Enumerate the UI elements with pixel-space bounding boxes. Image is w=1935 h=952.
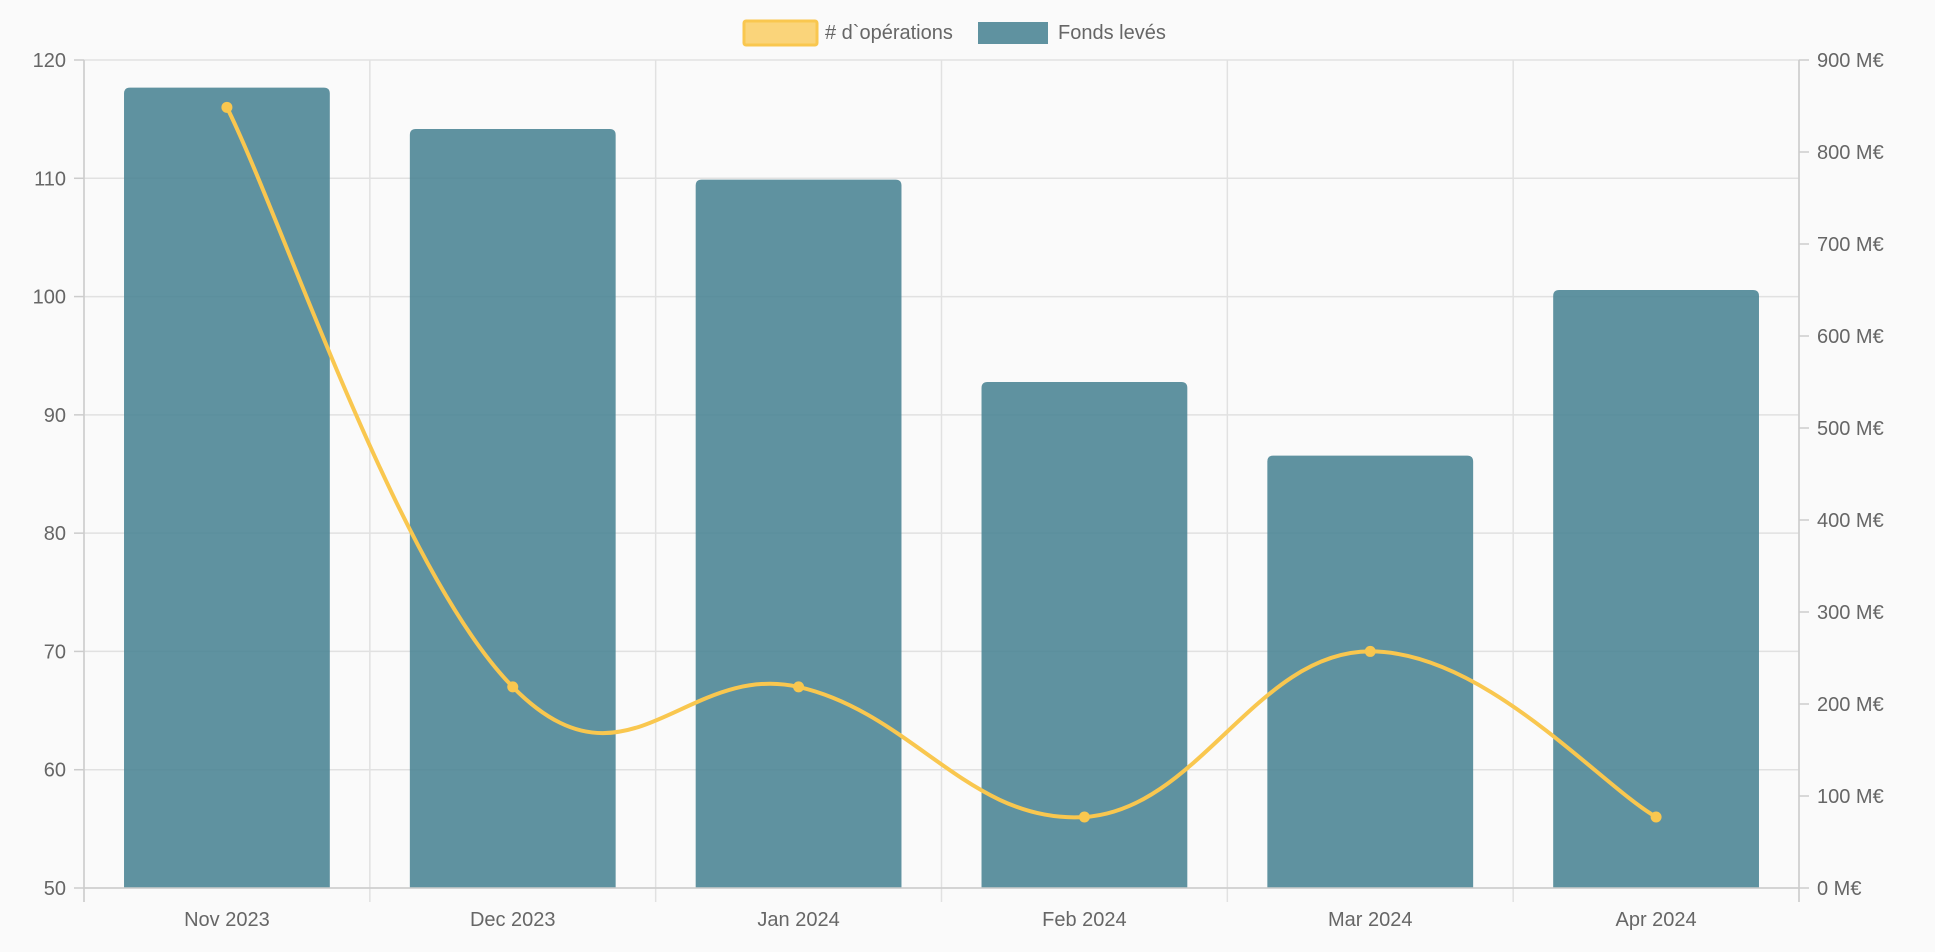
y-right-tick-label: 600 M€ bbox=[1817, 326, 1884, 348]
y-right-tick-label: 0 M€ bbox=[1817, 878, 1861, 900]
y-right-tick-label: 900 M€ bbox=[1817, 50, 1884, 72]
bar-mar-2024[interactable] bbox=[1267, 455, 1474, 888]
y-right-tick-label: 300 M€ bbox=[1817, 602, 1884, 624]
legend-label-funds[interactable]: Fonds levés bbox=[1058, 22, 1166, 44]
y-right-tick-label: 400 M€ bbox=[1817, 510, 1884, 532]
bar-nov-2023[interactable] bbox=[124, 87, 330, 889]
point-jan-2024[interactable] bbox=[793, 681, 805, 693]
point-mar-2024[interactable] bbox=[1364, 645, 1376, 657]
bar-feb-2024[interactable] bbox=[981, 382, 1188, 888]
y-right-tick-label: 200 M€ bbox=[1817, 694, 1884, 716]
legend-label-operations[interactable]: # d`opérations bbox=[825, 22, 953, 44]
x-tick-label: Dec 2023 bbox=[470, 909, 556, 931]
point-nov-2023[interactable] bbox=[221, 101, 233, 113]
x-tick-label: Nov 2023 bbox=[184, 909, 270, 931]
line-series bbox=[221, 101, 1662, 823]
y-right-tick-label: 100 M€ bbox=[1817, 786, 1884, 808]
point-dec-2023[interactable] bbox=[507, 681, 519, 693]
axes: 50 60 70 80 90 100 110 120 0 M€ 100 M€ 200 M€ 300 M… bbox=[33, 50, 1884, 931]
x-tick-label: Mar 2024 bbox=[1328, 909, 1413, 931]
y-left-tick-label: 70 bbox=[44, 641, 66, 663]
y-left-tick-label: 90 bbox=[44, 405, 66, 427]
y-right-tick-label: 500 M€ bbox=[1817, 418, 1884, 440]
legend-swatch-funds[interactable] bbox=[978, 22, 1048, 44]
y-left-tick-label: 80 bbox=[44, 523, 66, 545]
bar-dec-2023[interactable] bbox=[409, 129, 616, 888]
bar-apr-2024[interactable] bbox=[1553, 290, 1759, 888]
legend: # d`opérations Fonds levés bbox=[742, 19, 1166, 47]
y-left-tick-label: 100 bbox=[33, 287, 66, 309]
line-operations bbox=[224, 105, 1659, 820]
y-right-tick-label: 800 M€ bbox=[1817, 142, 1884, 164]
y-left-tick-label: 60 bbox=[44, 760, 66, 782]
y-left-tick-label: 50 bbox=[44, 878, 66, 900]
point-apr-2024[interactable] bbox=[1650, 811, 1662, 823]
y-left-tick-label: 110 bbox=[34, 168, 66, 190]
bar-series bbox=[124, 87, 1759, 889]
y-right-tick-label: 700 M€ bbox=[1817, 234, 1884, 256]
grid bbox=[83, 59, 1800, 902]
point-feb-2024[interactable] bbox=[1078, 811, 1090, 823]
x-tick-label: Jan 2024 bbox=[757, 909, 839, 931]
y-left-tick-label: 120 bbox=[33, 50, 66, 72]
legend-swatch-operations[interactable] bbox=[742, 19, 819, 47]
x-tick-label: Feb 2024 bbox=[1042, 909, 1127, 931]
x-tick-label: Apr 2024 bbox=[1615, 909, 1696, 931]
bar-jan-2024[interactable] bbox=[695, 179, 902, 889]
